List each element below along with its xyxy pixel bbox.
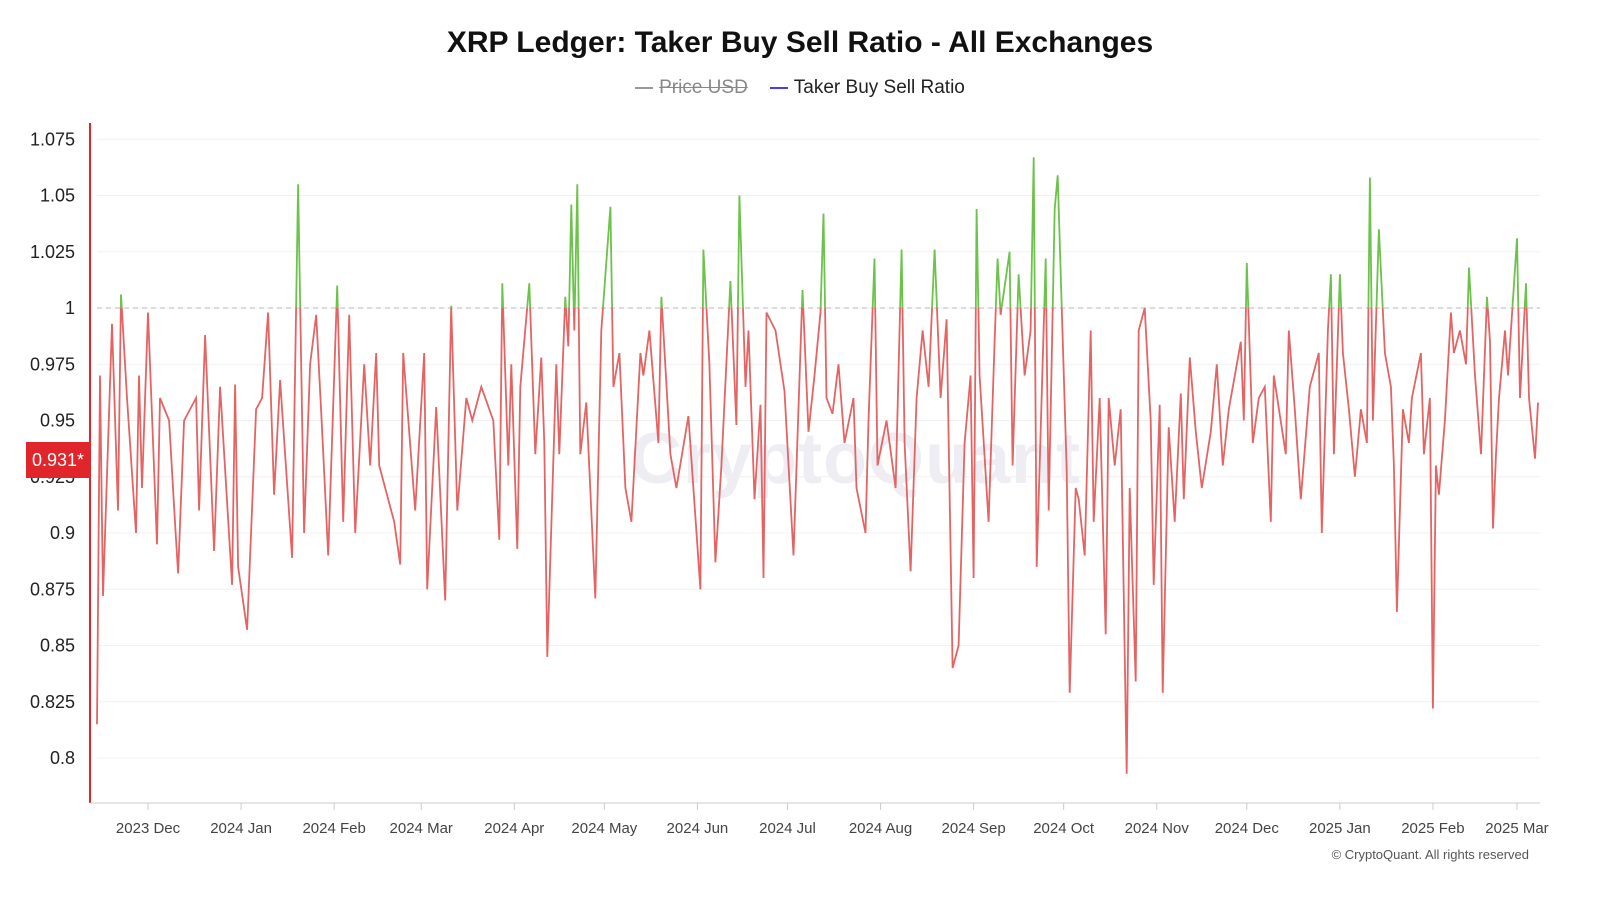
- y-tick-label: 1.025: [30, 242, 75, 262]
- y-tick-label: 0.8: [50, 748, 75, 768]
- y-tick-label: 1: [65, 298, 75, 318]
- x-tick-label: 2024 Sep: [941, 820, 1005, 837]
- y-tick-label: 0.9: [50, 523, 75, 543]
- legend-swatch-taker-buy-sell-ratio: [769, 87, 788, 89]
- legend-label-price-usd: Price USD: [659, 77, 748, 98]
- x-tick-label: 2024 May: [571, 820, 637, 837]
- x-tick-label: 2025 Mar: [1485, 820, 1548, 837]
- current-value-badge: 0.931*: [26, 442, 90, 478]
- y-tick-label: 0.85: [40, 636, 75, 656]
- x-tick-label: 2024 Jul: [759, 820, 816, 837]
- x-tick-label: 2024 Nov: [1125, 820, 1190, 837]
- x-tick-label: 2024 Jan: [210, 820, 272, 837]
- x-tick-label: 2024 Jun: [667, 820, 729, 837]
- legend-swatch-price-usd: [635, 87, 654, 89]
- legend-label-taker-buy-sell-ratio: Taker Buy Sell Ratio: [793, 77, 965, 98]
- x-tick-label: 2024 Oct: [1033, 820, 1095, 837]
- legend: Price USD Taker Buy Sell Ratio: [0, 77, 1600, 99]
- chart-title: XRP Ledger: Taker Buy Sell Ratio - All E…: [446, 26, 1154, 59]
- copyright: © CryptoQuant. All rights reserved: [1331, 847, 1529, 862]
- y-tick-label: 1.05: [40, 186, 75, 206]
- y-tick-label: 0.975: [30, 354, 75, 374]
- legend-item-price-usd[interactable]: Price USD: [635, 77, 748, 99]
- series-line-above-threshold: [119, 157, 1528, 308]
- x-tick-label: 2025 Jan: [1309, 820, 1371, 837]
- x-tick-label: 2024 Aug: [849, 820, 912, 837]
- y-tick-label: 0.95: [40, 411, 75, 431]
- y-tick-label: 0.875: [30, 579, 75, 599]
- y-tick-label: 1.075: [30, 129, 75, 149]
- x-tick-label: 2025 Feb: [1401, 820, 1464, 837]
- legend-item-taker-buy-sell-ratio[interactable]: Taker Buy Sell Ratio: [769, 77, 965, 99]
- series-line-below-threshold: [96, 308, 1539, 774]
- x-tick-label: 2024 Mar: [390, 820, 453, 837]
- x-tick-label: 2024 Dec: [1215, 820, 1280, 837]
- x-tick-label: 2023 Dec: [116, 820, 181, 837]
- x-tick-label: 2024 Apr: [484, 820, 544, 837]
- y-tick-label: 0.825: [30, 692, 75, 712]
- x-tick-label: 2024 Feb: [302, 820, 365, 837]
